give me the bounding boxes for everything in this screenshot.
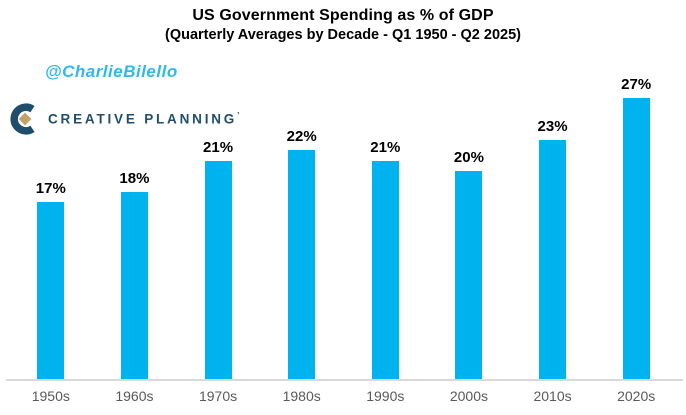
bar-1980s	[288, 150, 316, 379]
bar-value-label: 17%	[35, 180, 66, 198]
bar-1970s	[204, 160, 232, 379]
bar-value-label: 22%	[286, 128, 317, 146]
bar-value-label: 23%	[537, 117, 568, 135]
x-axis-label-1980s: 1980s	[282, 388, 321, 404]
bar-value-label: 20%	[453, 149, 484, 166]
bar-value-label: 18%	[119, 169, 150, 187]
x-axis-label-1990s: 1990s	[366, 388, 405, 404]
trademark-mark: ’	[237, 111, 240, 121]
bar-value-label: 27%	[621, 76, 652, 94]
bar-2000s	[455, 171, 483, 379]
x-axis-label-2020s: 2020s	[617, 388, 656, 404]
bar-column-1960s: 18%	[93, 170, 177, 379]
bar-2020s	[622, 98, 650, 379]
x-axis-label-2010s: 2010s	[533, 388, 572, 404]
x-axis-label-1960s: 1960s	[115, 388, 154, 404]
x-axis-line	[6, 379, 683, 381]
x-axis-label-1970s: 1970s	[198, 388, 238, 404]
bar-1960s	[120, 191, 148, 379]
bar-column-1950s: 17%	[9, 180, 93, 379]
creative-planning-c-icon	[10, 103, 40, 135]
x-axis-labels: 1950s 1960s 1970s 1980s 1990s 2000s 2010s 2020s	[9, 388, 678, 404]
bar-2010s	[539, 139, 567, 379]
x-axis-label-1950s: 1950s	[31, 388, 70, 404]
bar-1990s	[371, 160, 399, 379]
creative-planning-logo: CREATIVE PLANNING’	[10, 103, 239, 135]
bar-column-1970s: 21%	[176, 139, 260, 379]
plot-area: 17% 18% 21% 22% 21% 20% 23% 27%	[9, 60, 678, 379]
chart-subtitle: (Quarterly Averages by Decade - Q1 1950 …	[165, 27, 521, 43]
chart-title: US Government Spending as % of GDP	[192, 7, 494, 24]
bar-value-label: 21%	[370, 138, 401, 156]
bar-column-1980s: 22%	[260, 128, 344, 379]
bar-column-1990s: 21%	[344, 139, 428, 379]
bar-column-2020s: 27%	[594, 76, 678, 379]
logo-wordmark-text: CREATIVE PLANNING	[48, 111, 238, 127]
bar-value-label: 21%	[203, 138, 234, 156]
logo-wordmark: CREATIVE PLANNING’	[48, 111, 239, 127]
x-axis-label-2000s: 2000s	[449, 388, 489, 404]
bar-column-2010s: 23%	[511, 118, 595, 379]
bar-column-2000s: 20%	[427, 149, 511, 379]
watermark-handle: @CharlieBilello	[45, 62, 178, 81]
bar-1950s	[37, 202, 65, 379]
